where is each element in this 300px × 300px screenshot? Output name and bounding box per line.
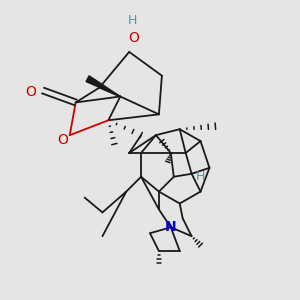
Text: H: H [196,170,205,183]
Text: O: O [26,85,37,99]
Text: O: O [128,31,139,45]
Text: H: H [128,14,137,27]
Text: N: N [165,220,177,234]
Polygon shape [86,76,120,97]
Text: O: O [57,133,68,147]
